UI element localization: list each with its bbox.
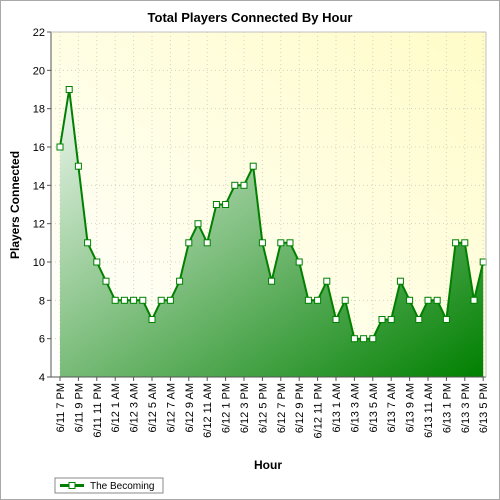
data-point: [148, 316, 156, 323]
x-tick-label: 6/12 5 AM: [147, 383, 159, 433]
data-point: [314, 296, 322, 304]
legend-box: [54, 477, 164, 494]
data-point: [212, 201, 220, 208]
x-tick-label: 6/11 7 PM: [55, 383, 67, 432]
data-point: [452, 239, 460, 247]
x-tick-label: 6/13 1 PM: [441, 383, 453, 433]
x-axis-label: Hour: [254, 458, 282, 472]
data-point: [111, 296, 119, 304]
x-tick-label: 6/12 3 AM: [129, 383, 141, 433]
data-point: [93, 258, 101, 266]
data-point: [84, 239, 92, 247]
data-point: [102, 277, 110, 285]
data-point: [479, 258, 487, 266]
x-tick-label: 6/12 3 PM: [239, 383, 251, 433]
y-tick-label: 10: [33, 257, 45, 269]
x-tick-label: 6/13 7 AM: [386, 383, 398, 433]
y-tick-label: 16: [33, 142, 45, 154]
x-tick-label: 6/13 5 PM: [478, 383, 490, 433]
data-point: [406, 296, 414, 304]
data-point: [295, 258, 303, 266]
data-point: [304, 296, 312, 304]
data-point: [157, 296, 165, 304]
x-tick-label: 6/13 9 AM: [405, 383, 417, 433]
data-point: [415, 316, 423, 323]
data-point: [258, 239, 266, 247]
data-point: [277, 239, 285, 247]
data-point: [387, 316, 395, 323]
data-point: [369, 335, 377, 343]
data-point: [470, 296, 478, 304]
x-tick-label: 6/12 1 AM: [110, 383, 122, 433]
data-point: [461, 239, 469, 247]
data-point: [74, 162, 82, 170]
data-point: [442, 316, 450, 323]
data-point: [203, 239, 211, 247]
data-point: [185, 239, 193, 247]
y-tick-label: 20: [33, 65, 45, 77]
data-point: [249, 162, 257, 170]
x-tick-label: 6/11 11 PM: [92, 383, 104, 438]
data-point: [286, 239, 294, 247]
y-tick-label: 8: [39, 295, 45, 307]
y-tick-label: 4: [39, 372, 45, 384]
data-point: [222, 201, 230, 208]
data-point: [350, 335, 358, 343]
x-tick-label: 6/12 11 PM: [313, 383, 325, 438]
x-tick-label: 6/12 9 AM: [184, 383, 196, 433]
x-tick-label: 6/12 1 PM: [221, 383, 233, 433]
x-tick-label: 6/13 11 AM: [423, 383, 435, 438]
data-point: [166, 296, 174, 304]
data-point: [360, 335, 368, 343]
data-point: [396, 277, 404, 285]
y-tick-label: 22: [33, 27, 45, 39]
series-area: [60, 89, 484, 377]
x-tick-label: 6/11 9 PM: [73, 383, 85, 432]
y-tick-label: 6: [39, 334, 45, 346]
x-tick-label: 6/13 3 AM: [349, 383, 361, 433]
data-point: [139, 296, 147, 304]
x-tick-label: 6/12 7 AM: [165, 383, 177, 433]
y-axis-label: Players Connected: [8, 151, 22, 259]
y-tick-label: 14: [33, 180, 45, 192]
x-tick-label: 6/12 5 PM: [257, 383, 269, 433]
chart-title: Total Players Connected By Hour: [148, 10, 353, 25]
x-tick-label: 6/13 3 PM: [460, 383, 472, 433]
data-point: [194, 220, 202, 228]
x-ticks: 6/11 7 PM 6/11 9 PM 6/11 11 PM 6/12 1 AM 6/1…: [55, 377, 490, 438]
y-ticks: 4 6 8 10 12 14 16 18 20 22: [33, 27, 51, 384]
legend-label: The Becoming: [90, 481, 154, 492]
data-point: [65, 86, 73, 93]
y-tick-label: 18: [33, 104, 45, 116]
legend: The Becoming: [54, 477, 164, 494]
data-point: [240, 181, 248, 189]
x-tick-label: 6/13 5 AM: [368, 383, 380, 433]
data-point: [433, 296, 441, 304]
series-points: [56, 86, 487, 343]
y-tick-label: 12: [33, 219, 45, 231]
data-point: [130, 296, 138, 304]
data-point: [56, 143, 64, 151]
data-point: [268, 277, 276, 285]
data-point: [176, 277, 184, 285]
data-point: [120, 296, 128, 304]
data-point: [231, 181, 239, 189]
data-point: [424, 296, 432, 304]
data-point: [341, 296, 349, 304]
x-tick-label: 6/12 9 PM: [294, 383, 306, 433]
x-tick-label: 6/13 1 AM: [331, 383, 343, 433]
data-point: [323, 277, 331, 285]
x-tick-label: 6/12 7 PM: [276, 383, 288, 433]
data-point: [378, 316, 386, 323]
data-point: [332, 316, 340, 323]
legend-marker-swatch: [68, 482, 76, 489]
x-tick-label: 6/12 11 AM: [202, 383, 214, 438]
